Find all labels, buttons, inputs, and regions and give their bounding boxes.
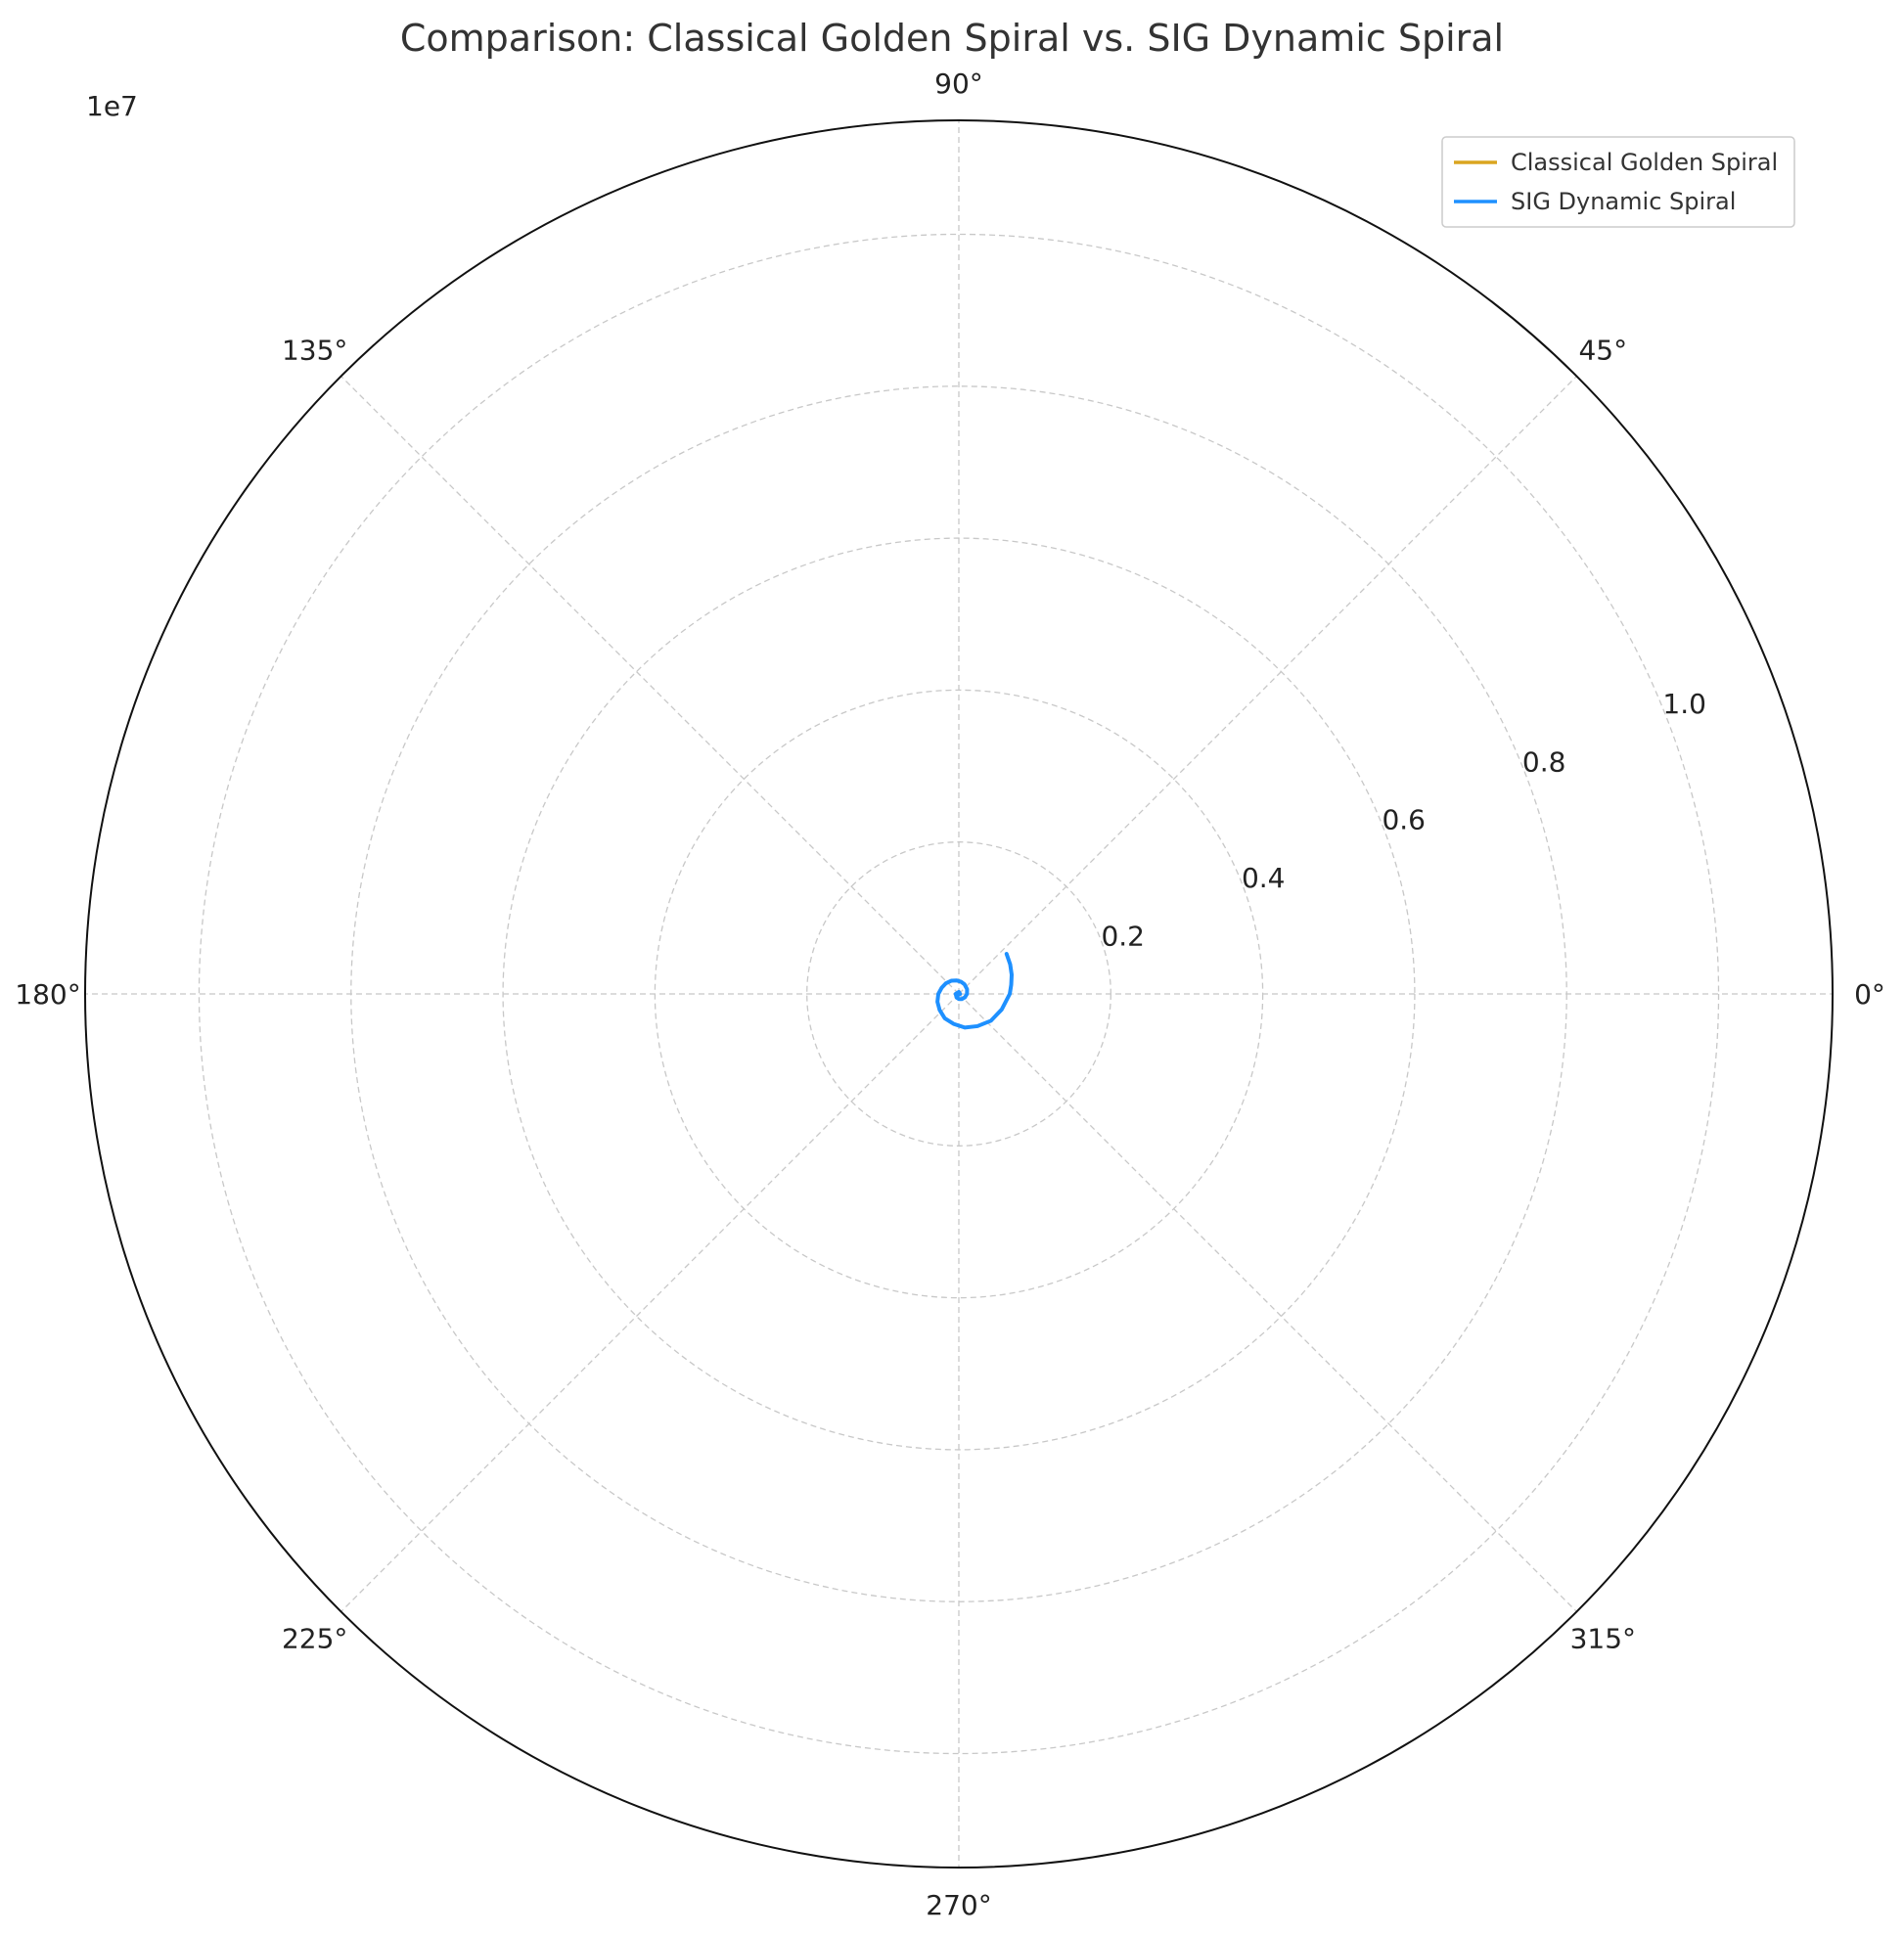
series-line bbox=[935, 952, 1014, 1030]
tick-labels: 0° 45° 90° 135° 180° 225° 270° 315° 0.2 0.4 0.6 0.8… bbox=[15, 68, 1885, 1921]
legend-label: SIG Dynamic Spiral bbox=[1511, 188, 1736, 215]
series-line bbox=[935, 952, 1014, 1029]
angle-tick-label: 225° bbox=[282, 1622, 347, 1654]
polar-grid bbox=[85, 120, 1833, 1868]
radial-tick-label: 0.2 bbox=[1101, 921, 1145, 953]
radial-tick-label: 0.4 bbox=[1242, 862, 1286, 894]
polar-frame bbox=[84, 119, 1834, 1869]
angular-gridline bbox=[958, 376, 1577, 995]
angular-gridline bbox=[958, 993, 1577, 1612]
angular-gridline bbox=[340, 993, 960, 1612]
angle-tick-label: 270° bbox=[926, 1889, 991, 1921]
radial-tick-label: 0.6 bbox=[1382, 804, 1426, 836]
angle-tick-label: 45° bbox=[1578, 335, 1627, 367]
legend-box bbox=[1441, 136, 1795, 228]
angle-tick-label: 315° bbox=[1570, 1622, 1636, 1654]
angular-gridline bbox=[340, 376, 960, 995]
angle-tick-label: 0° bbox=[1854, 978, 1885, 1011]
radial-gridline bbox=[198, 233, 1720, 1755]
angle-tick-label: 90° bbox=[934, 68, 983, 100]
radial-tick-label: 0.8 bbox=[1522, 745, 1566, 778]
radial-offset-label: 1e7 bbox=[86, 90, 138, 122]
angle-tick-label: 135° bbox=[282, 335, 347, 367]
series-layer bbox=[935, 952, 1014, 1030]
radial-tick-label: 1.0 bbox=[1662, 688, 1706, 720]
legend-label: Classical Golden Spiral bbox=[1511, 149, 1778, 176]
chart-title: Comparison: Classical Golden Spiral vs. … bbox=[400, 17, 1504, 60]
angle-tick-label: 180° bbox=[15, 978, 80, 1011]
legend: Classical Golden Spiral SIG Dynamic Spira… bbox=[1441, 136, 1795, 228]
